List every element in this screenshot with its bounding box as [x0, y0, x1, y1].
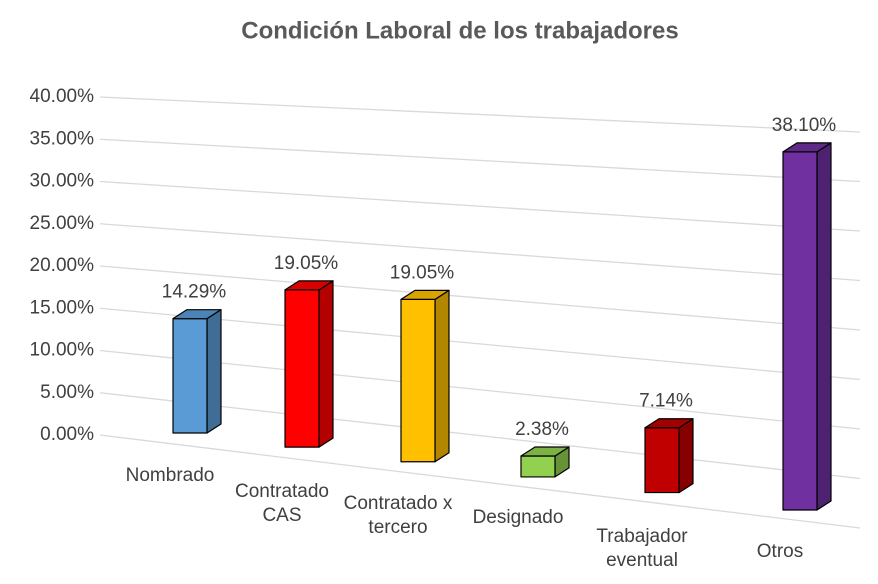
- value-label: 7.14%: [639, 391, 693, 412]
- y-tick-label: 40.00%: [30, 86, 95, 107]
- x-tick-label: Nombrado: [125, 465, 215, 486]
- x-tick-label: Contratado CAS: [234, 481, 329, 526]
- y-tick-label: 30.00%: [30, 171, 95, 192]
- bar-top: [782, 142, 832, 153]
- bar-side: [206, 309, 222, 434]
- bar-top: [400, 289, 450, 301]
- bar-front: [172, 318, 208, 434]
- bar: [172, 309, 222, 434]
- bar-side: [434, 289, 450, 463]
- x-tick-label: Otros: [756, 541, 804, 562]
- grid-line: [99, 434, 861, 529]
- value-label: 38.10%: [772, 115, 837, 136]
- grid-line: [99, 349, 861, 430]
- bar: [284, 280, 334, 448]
- bar-top: [644, 418, 694, 429]
- value-label: 2.38%: [515, 419, 569, 440]
- y-tick-label: 35.00%: [30, 128, 95, 149]
- grid-line: [99, 265, 861, 331]
- bar-side: [816, 142, 832, 511]
- bar: [644, 418, 694, 494]
- bar-top: [172, 309, 222, 320]
- bar-front: [284, 289, 320, 448]
- bar-front: [520, 455, 556, 478]
- x-tick-label: Designado: [472, 507, 564, 528]
- x-tick-label: Trabajador eventual: [596, 526, 688, 571]
- grid-line: [99, 392, 861, 480]
- y-tick-label: 0.00%: [40, 424, 94, 445]
- grid-line: [99, 180, 861, 232]
- bar-top: [520, 446, 570, 457]
- x-tick-label: Contratado x tercero: [343, 493, 453, 538]
- bar-front: [782, 151, 818, 511]
- y-tick-label: 25.00%: [30, 213, 95, 234]
- bar-front: [400, 298, 436, 463]
- bar-front: [644, 427, 680, 494]
- y-tick-label: 15.00%: [30, 297, 95, 318]
- bar-side: [678, 418, 694, 494]
- bar-side: [318, 280, 334, 448]
- value-label: 14.29%: [162, 282, 227, 303]
- bar: [782, 142, 832, 511]
- grid-line: [99, 96, 861, 133]
- chart-title: Condición Laboral de los trabajadores: [241, 17, 678, 44]
- value-label: 19.05%: [274, 253, 339, 274]
- value-label: 19.05%: [390, 262, 455, 283]
- bar: [400, 289, 450, 463]
- y-tick-label: 5.00%: [40, 382, 94, 403]
- grid-line: [99, 223, 861, 282]
- bar: [520, 446, 570, 478]
- grid-line: [99, 138, 861, 183]
- y-tick-label: 10.00%: [30, 340, 95, 361]
- grid-line: [99, 307, 861, 381]
- y-tick-label: 20.00%: [30, 255, 95, 276]
- bar-top: [284, 280, 334, 291]
